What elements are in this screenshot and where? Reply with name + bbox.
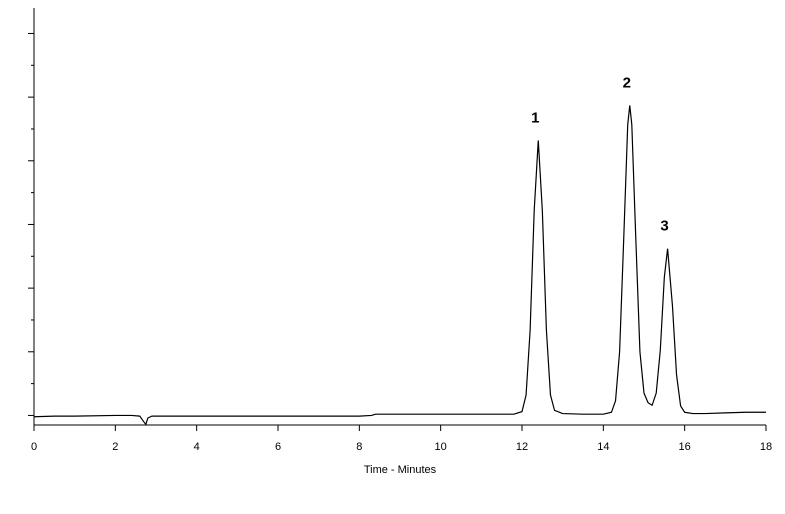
- peak-label: 1: [531, 109, 539, 126]
- x-tick-label: 8: [356, 441, 362, 453]
- x-tick-label: 14: [597, 441, 609, 453]
- peak-label: 2: [623, 74, 631, 91]
- x-tick-label: 0: [31, 441, 37, 453]
- x-axis-title: Time - Minutes: [364, 464, 437, 476]
- line: [33, 105, 766, 426]
- x-tick-label: 16: [679, 441, 691, 453]
- peak-label: 3: [660, 218, 668, 235]
- x-tick-label: 4: [194, 441, 200, 453]
- x-tick-label: 2: [112, 441, 118, 453]
- x-tick-label: 18: [760, 441, 772, 453]
- x-tick-label: 12: [516, 441, 528, 453]
- x-tick-label: 6: [275, 441, 281, 453]
- x-tick-label: 10: [435, 441, 447, 453]
